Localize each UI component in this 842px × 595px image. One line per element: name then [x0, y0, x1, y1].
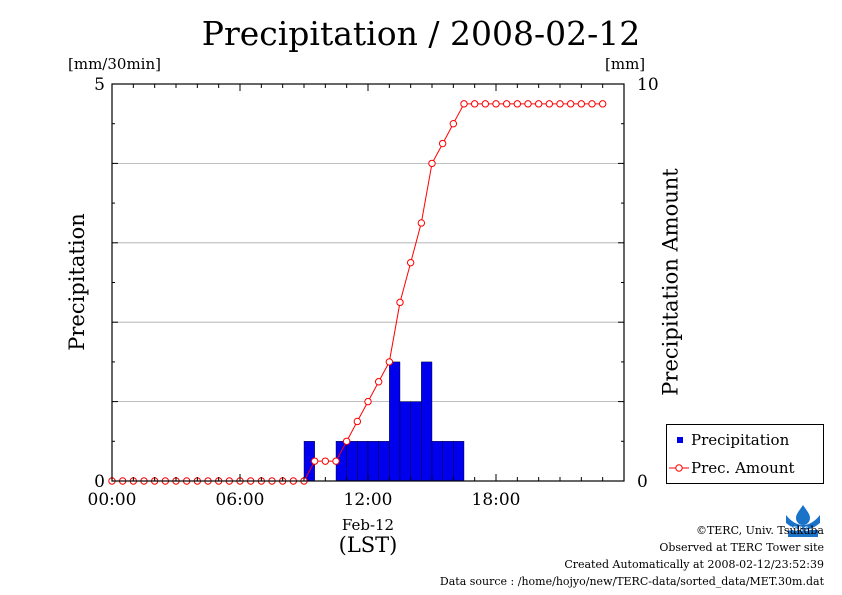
precipitation-bar: [389, 361, 401, 482]
x-tick-label: 12:00: [344, 490, 393, 510]
amount-point: [588, 100, 596, 108]
left-axis-unit: [mm/30min]: [68, 55, 161, 73]
legend-label-precipitation: Precipitation: [691, 431, 790, 449]
right-axis-unit: [mm]: [605, 55, 646, 73]
legend-label-amount: Prec. Amount: [691, 459, 795, 477]
legend-item-amount: Prec. Amount: [667, 458, 823, 478]
chart-title: Precipitation / 2008-02-12: [201, 14, 641, 53]
amount-point: [396, 298, 404, 307]
amount-point: [492, 100, 500, 108]
amount-line: [108, 100, 607, 485]
precipitation-bar: [453, 441, 465, 482]
legend-item-precipitation: Precipitation: [667, 430, 823, 450]
x-tick-label: 06:00: [216, 490, 265, 510]
precipitation-bar: [399, 401, 411, 482]
amount-point: [353, 417, 362, 426]
amount-point: [417, 219, 426, 227]
amount-point: [385, 358, 394, 366]
grid-lines: [112, 162, 624, 403]
y-axis-label-right: Precipitation Amount: [658, 168, 683, 396]
amount-point: [598, 100, 607, 108]
precipitation-bar: [410, 401, 422, 482]
plot-frame: [111, 83, 625, 482]
precipitation-bar: [346, 441, 358, 482]
amount-point: [364, 397, 372, 406]
y-right-tick-label: 0: [637, 472, 648, 492]
amount-point: [524, 100, 532, 108]
legend-bar-swatch: [677, 437, 683, 443]
amount-point: [534, 100, 543, 108]
amount-point: [428, 159, 436, 168]
amount-point: [566, 100, 575, 108]
amount-point: [460, 100, 468, 108]
amount-point: [374, 378, 383, 386]
precipitation-bar: [378, 441, 390, 482]
precipitation-bar: [431, 441, 443, 482]
amount-point: [310, 457, 319, 465]
logo-text: TERC: [788, 526, 810, 533]
amount-point: [406, 258, 415, 267]
amount-point: [438, 139, 447, 148]
amount-point: [513, 100, 522, 108]
y-axis-label: Precipitation: [64, 213, 89, 351]
amount-point: [577, 100, 586, 108]
precipitation-bar: [421, 361, 433, 482]
credit-created: Created Automatically at 2008-02-12/23:5…: [564, 558, 824, 571]
amount-point: [470, 100, 479, 108]
amount-point: [481, 100, 490, 108]
amount-point: [321, 457, 330, 465]
credit-source: Data source : /home/hojyo/new/TERC-data/…: [439, 575, 824, 588]
amount-point: [545, 100, 554, 108]
precipitation-bar: [442, 441, 454, 482]
precipitation-bar: [367, 441, 379, 482]
precipitation-bar: [357, 441, 369, 482]
amount-point: [502, 100, 511, 108]
credit-observed: Observed at TERC Tower site: [659, 541, 824, 554]
amount-point: [342, 437, 351, 445]
amount-point: [449, 120, 458, 128]
y-tick-label: 5: [94, 75, 105, 95]
y-right-tick-label: 10: [637, 75, 659, 95]
amount-point: [556, 100, 564, 108]
x-tick-label: 18:00: [472, 490, 521, 510]
precipitation-bars: [303, 361, 465, 482]
terc-logo-icon: [784, 503, 822, 537]
legend: Precipitation Prec. Amount: [666, 424, 824, 484]
credit-copyright: ©TERC, Univ. Tsukuba: [695, 524, 824, 537]
x-axis-sublabel: (LST): [338, 533, 398, 557]
x-axis-label: Feb-12: [341, 516, 395, 534]
y-tick-label: 0: [94, 472, 105, 492]
x-tick-label: 00:00: [88, 490, 137, 510]
legend-line-swatch: [669, 464, 689, 472]
amount-point: [332, 457, 340, 465]
axes: 00:00 06:00 12:00 18:00 0 5 0 10: [88, 75, 659, 510]
